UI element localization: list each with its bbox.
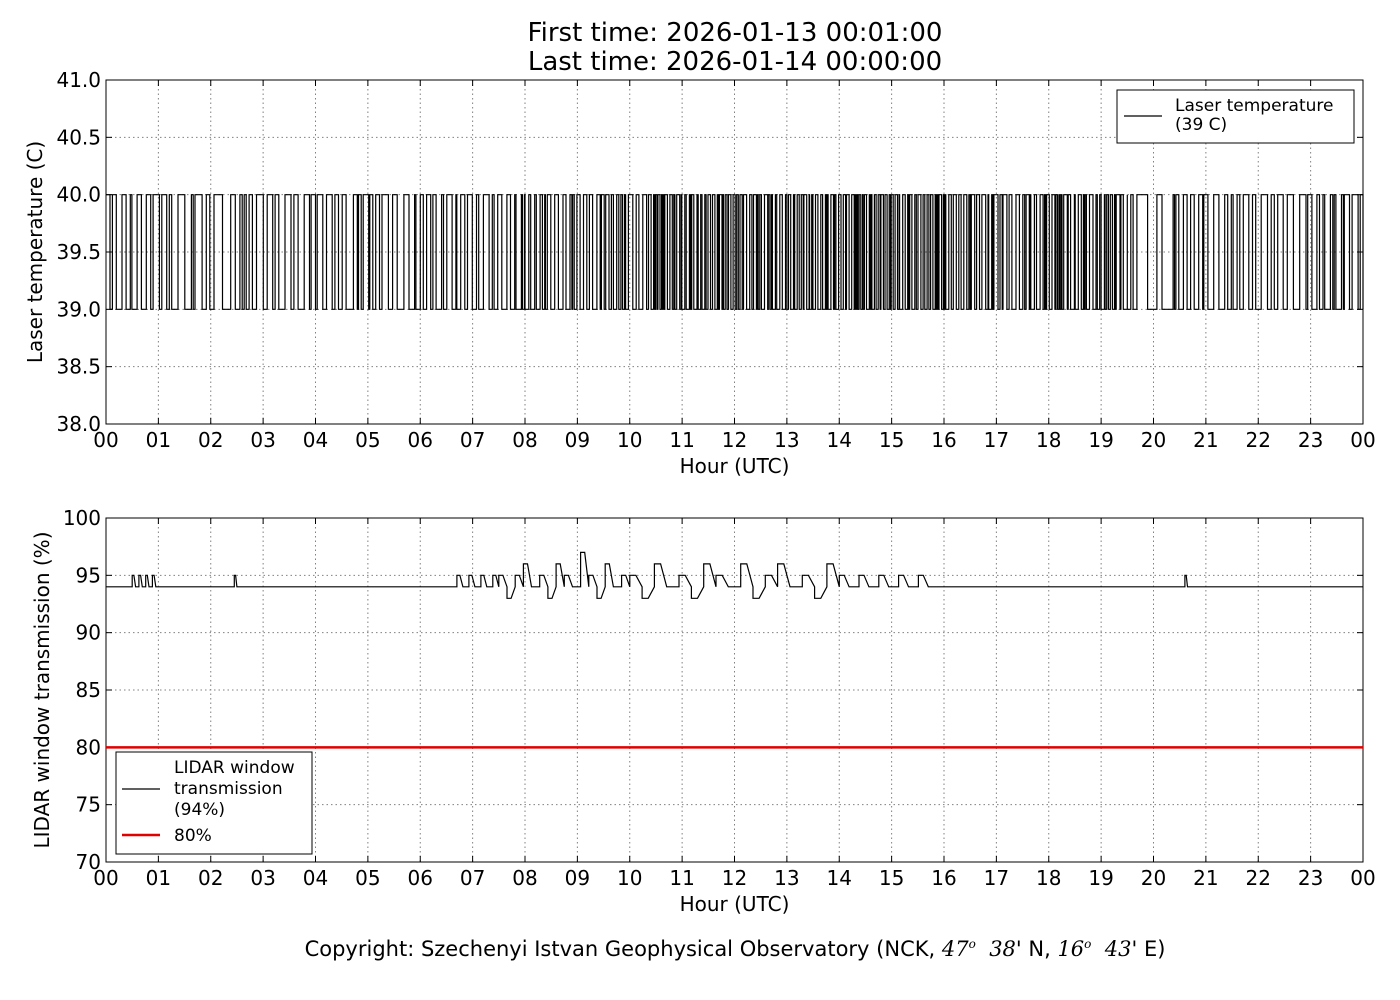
longitude-degree-sign: o (1084, 937, 1092, 951)
x-tick-label: 01 (146, 428, 171, 452)
plot-frame (105, 517, 1364, 863)
x-tick-label: 15 (879, 866, 904, 890)
laser-temperature-series (106, 194, 1364, 310)
x-tick-label: 00 (1350, 428, 1375, 452)
x-tick-label: 06 (408, 866, 433, 890)
x-tick-label: 08 (512, 428, 537, 452)
x-tick-label: 10 (617, 866, 642, 890)
x-tick-label: 22 (1246, 866, 1271, 890)
x-tick-label: 18 (1036, 428, 1061, 452)
x-tick-label: 00 (93, 866, 118, 890)
x-tick-label: 00 (1350, 866, 1375, 890)
legend-label-lidar: (94%) (174, 800, 225, 820)
latitude-suffix: ' N, (1015, 937, 1058, 961)
x-tick-label: 07 (460, 866, 485, 890)
x-tick-label: 03 (250, 866, 275, 890)
x-tick-label: 19 (1088, 428, 1113, 452)
lidar-transmission-panel: 00 01 02 03 04 05 06 07 08 09 10 11 12 13 14 15 16 17 18 19… (30, 506, 1376, 916)
x-tick-label: 02 (198, 866, 223, 890)
x-tick-label: 00 (93, 428, 118, 452)
y-tick-label: 40.5 (56, 125, 101, 149)
y-tick-label: 70 (76, 850, 101, 874)
x-tick-label: 23 (1298, 866, 1323, 890)
x-tick-label: 13 (774, 866, 799, 890)
x-tick-label: 05 (355, 866, 380, 890)
y-tick-label: 40.0 (56, 183, 101, 207)
x-tick-label: 06 (408, 428, 433, 452)
x-tick-label: 08 (512, 866, 537, 890)
longitude-minutes: 43 (1104, 937, 1132, 961)
legend-label-lidar: LIDAR window (174, 758, 295, 778)
longitude-suffix: ' E) (1131, 937, 1166, 961)
y-tick-label: 39.5 (56, 240, 101, 264)
legend-label-threshold: 80% (174, 826, 212, 846)
x-tick-label: 09 (565, 866, 590, 890)
x-tick-label: 04 (303, 428, 328, 452)
latitude-degree-sign: o (968, 937, 976, 951)
x-tick-label: 16 (931, 428, 956, 452)
x-tick-label: 11 (669, 428, 694, 452)
x-tick-label: 07 (460, 428, 485, 452)
x-tick-label: 09 (565, 428, 590, 452)
latitude-degrees: 47 (941, 937, 969, 961)
legend: Laser temperature(39 C) (1116, 89, 1355, 144)
laser-temperature-panel: 00 01 02 03 04 05 06 07 08 09 10 11 12 13 14 15 16 17 18 19… (23, 68, 1376, 478)
x-tick-label: 22 (1246, 428, 1271, 452)
y-tick-label: 100 (63, 506, 101, 530)
x-tick-label: 21 (1193, 866, 1218, 890)
legend-box (115, 751, 313, 855)
legend-label-laser: (39 C) (1175, 115, 1227, 135)
legend-label-laser: Laser temperature (1175, 96, 1333, 116)
x-tick-label: 20 (1141, 866, 1166, 890)
y-tick-label: 85 (76, 678, 101, 702)
x-tick-label: 17 (984, 428, 1009, 452)
x-axis-label: Hour (UTC) (680, 892, 790, 916)
y-tick-label: 90 (76, 621, 101, 645)
x-tick-label: 19 (1088, 866, 1113, 890)
x-tick-label: 21 (1193, 428, 1218, 452)
y-tick-label: 41.0 (56, 68, 101, 92)
x-tick-label: 14 (827, 428, 852, 452)
x-tick-label: 12 (722, 428, 747, 452)
y-tick-label: 38.5 (56, 355, 101, 379)
copyright-text: Copyright: Szechenyi Istvan Geophysical … (304, 937, 942, 961)
x-tick-label: 05 (355, 428, 380, 452)
x-tick-label: 23 (1298, 428, 1323, 452)
y-tick-label: 80 (76, 735, 101, 759)
legend-label-lidar: transmission (174, 779, 283, 799)
x-tick-label: 01 (146, 866, 171, 890)
x-tick-label: 18 (1036, 866, 1061, 890)
first-time-title: First time: 2026-01-13 00:01:00 (527, 18, 943, 48)
x-tick-label: 02 (198, 428, 223, 452)
x-tick-label: 20 (1141, 428, 1166, 452)
x-tick-label: 16 (931, 866, 956, 890)
x-tick-label: 17 (984, 866, 1009, 890)
x-tick-label: 11 (669, 866, 694, 890)
x-tick-label: 14 (827, 866, 852, 890)
x-tick-label: 04 (303, 866, 328, 890)
x-axis-label: Hour (UTC) (680, 454, 790, 478)
last-time-title: Last time: 2026-01-14 00:00:00 (527, 47, 943, 77)
y-tick-label: 75 (76, 793, 101, 817)
copyright-footer: Copyright: Szechenyi Istvan Geophysical … (0, 937, 1400, 961)
y-tick-label: 38.0 (56, 412, 101, 436)
y-axis-label: LIDAR window transmission (%) (30, 532, 54, 849)
x-tick-label: 03 (250, 428, 275, 452)
lidar-transmission-series (106, 551, 1363, 599)
longitude-degrees: 16 (1057, 937, 1085, 961)
x-tick-label: 13 (774, 428, 799, 452)
y-tick-label: 95 (76, 563, 101, 587)
y-tick-label: 39.0 (56, 297, 101, 321)
latitude-minutes: 38 (989, 937, 1016, 961)
x-tick-label: 10 (617, 428, 642, 452)
x-tick-label: 12 (722, 866, 747, 890)
y-axis-label: Laser temperature (C) (23, 141, 47, 363)
x-tick-label: 15 (879, 428, 904, 452)
